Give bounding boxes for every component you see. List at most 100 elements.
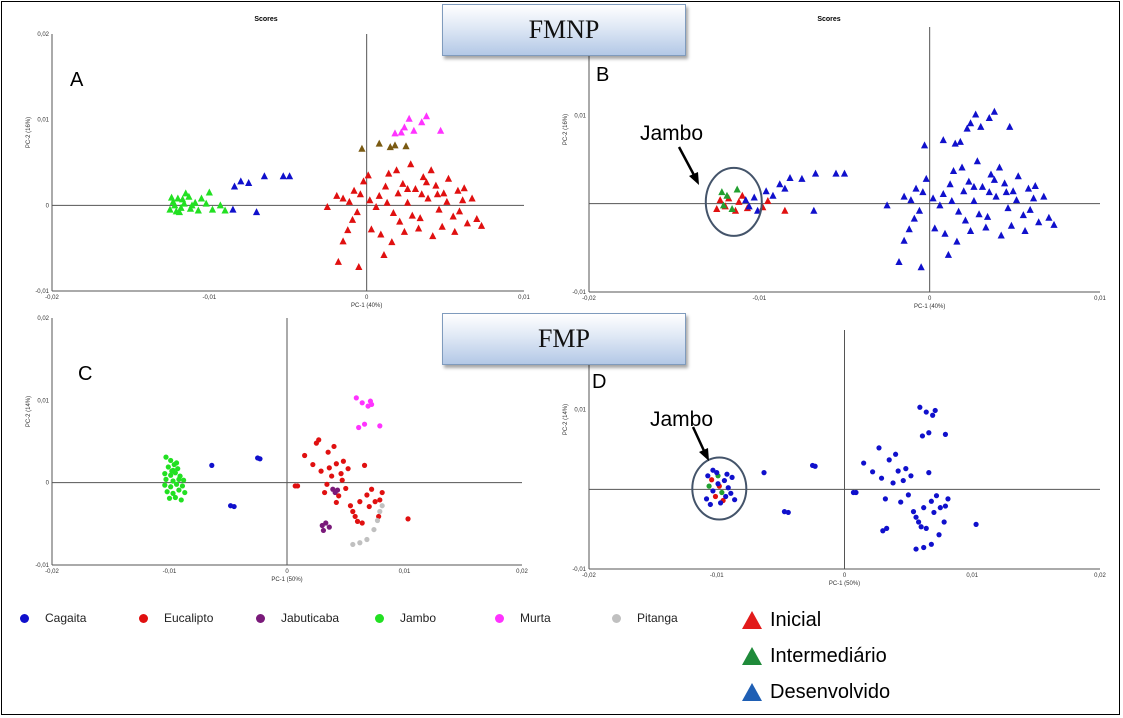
data-point-triangle	[735, 197, 743, 205]
fmp-banner: FMP	[442, 313, 686, 365]
data-point-triangle	[985, 188, 993, 196]
y-tick-label: 0	[46, 481, 50, 487]
data-point-triangle	[944, 250, 953, 258]
data-point-triangle	[460, 184, 468, 192]
data-point-circle	[724, 471, 730, 477]
stage-legend: Inicial Intermediário Desenvolvido	[742, 602, 890, 710]
data-point-triangle	[424, 194, 432, 202]
data-point-triangle	[1031, 182, 1039, 189]
data-point-triangle	[900, 236, 908, 244]
data-point-circle	[882, 496, 888, 502]
data-point-circle	[166, 495, 173, 501]
data-point-circle	[350, 508, 356, 515]
data-point-circle	[339, 477, 345, 483]
data-point-circle	[761, 470, 767, 476]
data-point-triangle	[359, 177, 368, 185]
data-point-triangle	[963, 124, 971, 132]
data-point-triangle	[920, 141, 929, 149]
data-point-triangle	[443, 197, 451, 205]
data-point-triangle	[419, 173, 427, 181]
legend-label: Cagaita	[45, 611, 87, 625]
data-point-circle	[893, 451, 899, 457]
data-point-circle	[359, 520, 365, 526]
data-point-circle	[371, 526, 377, 533]
legend-marker	[20, 613, 29, 623]
data-point-circle	[336, 493, 342, 499]
data-point-circle	[905, 492, 911, 498]
data-point-triangle	[477, 221, 486, 229]
data-point-circle	[325, 449, 331, 455]
data-point-triangle	[1006, 122, 1014, 130]
legend-label: Desenvolvido	[770, 680, 891, 703]
data-point-triangle	[1045, 213, 1053, 221]
data-point-triangle	[432, 181, 440, 189]
data-point-triangle	[731, 206, 740, 214]
data-point-circle	[908, 473, 914, 479]
data-point-triangle	[377, 230, 385, 238]
data-point-circle	[320, 527, 327, 534]
data-point-circle	[372, 499, 378, 505]
y-tick-label: -0,01	[572, 290, 586, 296]
data-point-triangle	[385, 169, 393, 177]
data-point-circle	[932, 407, 938, 414]
data-point-triangle	[958, 163, 966, 171]
data-point-circle	[359, 400, 365, 406]
data-point-triangle	[939, 136, 947, 144]
y-axis-label: PC-2 (14%)	[563, 404, 569, 435]
data-point-circle	[361, 421, 368, 427]
data-point-triangle	[762, 187, 770, 195]
data-point-triangle	[949, 166, 958, 174]
data-point-triangle	[941, 229, 949, 237]
data-point-circle	[930, 412, 936, 418]
legend-label: Eucalipto	[164, 611, 214, 625]
data-point-triangle	[990, 175, 998, 183]
data-point-circle	[310, 461, 316, 468]
data-point-triangle	[966, 227, 975, 235]
x-tick-label: -0,01	[752, 296, 766, 302]
x-axis-label: PC-1 (40%)	[351, 303, 382, 309]
data-point-triangle	[738, 191, 746, 199]
data-point-triangle	[391, 129, 399, 137]
data-point-circle	[369, 401, 375, 408]
data-point-circle	[163, 454, 169, 460]
y-tick-label: -0,01	[35, 563, 49, 569]
data-point-circle	[717, 500, 724, 506]
y-tick-label: -0,01	[572, 567, 586, 573]
data-point-circle	[364, 536, 370, 543]
data-point-circle	[379, 503, 385, 509]
data-point-triangle	[433, 190, 442, 198]
data-point-triangle	[245, 179, 253, 187]
data-point-circle	[178, 497, 184, 503]
data-point-triangle	[383, 198, 391, 206]
data-point-circle	[323, 520, 329, 526]
data-point-circle	[172, 494, 178, 501]
panel-letter-c: C	[78, 363, 92, 385]
data-point-circle	[933, 493, 940, 499]
data-point-circle	[173, 481, 180, 487]
fmnp-banner: FMNP	[442, 4, 686, 56]
data-point-triangle	[344, 226, 352, 234]
data-point-circle	[917, 404, 923, 410]
legend-item-jambo: Jambo	[375, 608, 436, 628]
data-point-triangle	[180, 199, 188, 207]
data-point-triangle	[375, 191, 383, 199]
data-point-triangle	[237, 177, 245, 185]
data-point-circle	[352, 513, 358, 520]
data-point-circle	[334, 487, 341, 493]
data-point-triangle	[229, 205, 237, 213]
data-point-triangle	[781, 184, 789, 192]
data-point-circle	[179, 483, 186, 489]
triangle-icon	[742, 611, 762, 629]
y-tick-label: 0,01	[37, 398, 49, 404]
data-point-triangle	[966, 119, 975, 127]
data-point-circle	[715, 481, 721, 487]
y-axis-label: PC-2 (14%)	[26, 396, 32, 427]
data-point-circle	[182, 489, 188, 496]
data-point-circle	[812, 463, 818, 469]
data-point-circle	[945, 496, 951, 502]
data-point-triangle	[1012, 196, 1021, 204]
data-point-triangle	[754, 206, 762, 214]
data-point-triangle	[188, 201, 196, 209]
arrow-head-icon	[689, 172, 699, 185]
